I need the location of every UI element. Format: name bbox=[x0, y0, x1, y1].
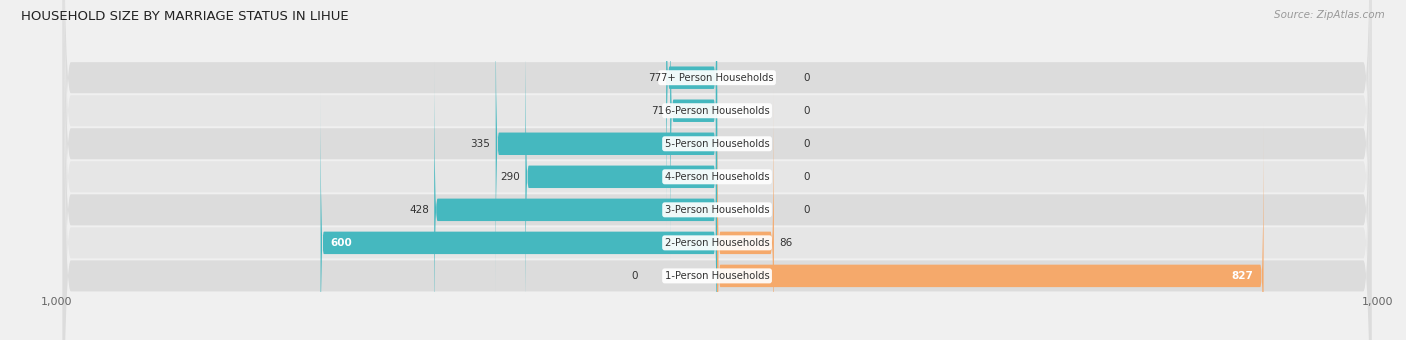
FancyBboxPatch shape bbox=[671, 0, 717, 265]
FancyBboxPatch shape bbox=[526, 23, 717, 331]
FancyBboxPatch shape bbox=[63, 0, 1371, 340]
FancyBboxPatch shape bbox=[63, 0, 1371, 340]
Text: 290: 290 bbox=[501, 172, 520, 182]
Text: 0: 0 bbox=[803, 106, 810, 116]
Text: 600: 600 bbox=[330, 238, 353, 248]
Text: 0: 0 bbox=[631, 271, 638, 281]
FancyBboxPatch shape bbox=[63, 0, 1371, 340]
Text: 428: 428 bbox=[409, 205, 429, 215]
Text: 7+ Person Households: 7+ Person Households bbox=[661, 73, 773, 83]
FancyBboxPatch shape bbox=[63, 0, 1371, 340]
Text: 827: 827 bbox=[1232, 271, 1254, 281]
Text: 0: 0 bbox=[803, 139, 810, 149]
Text: 3-Person Households: 3-Person Households bbox=[665, 205, 769, 215]
FancyBboxPatch shape bbox=[717, 122, 1264, 340]
Text: 86: 86 bbox=[779, 238, 793, 248]
Text: 2-Person Households: 2-Person Households bbox=[665, 238, 769, 248]
Text: 5-Person Households: 5-Person Households bbox=[665, 139, 769, 149]
FancyBboxPatch shape bbox=[496, 0, 717, 298]
FancyBboxPatch shape bbox=[63, 0, 1371, 340]
FancyBboxPatch shape bbox=[321, 89, 717, 340]
Text: 0: 0 bbox=[803, 172, 810, 182]
FancyBboxPatch shape bbox=[434, 56, 717, 340]
Text: 335: 335 bbox=[471, 139, 491, 149]
Text: 71: 71 bbox=[651, 106, 665, 116]
Text: 0: 0 bbox=[803, 73, 810, 83]
FancyBboxPatch shape bbox=[63, 0, 1371, 340]
FancyBboxPatch shape bbox=[666, 0, 717, 232]
Text: 1-Person Households: 1-Person Households bbox=[665, 271, 769, 281]
Text: HOUSEHOLD SIZE BY MARRIAGE STATUS IN LIHUE: HOUSEHOLD SIZE BY MARRIAGE STATUS IN LIH… bbox=[21, 10, 349, 23]
Text: 6-Person Households: 6-Person Households bbox=[665, 106, 769, 116]
FancyBboxPatch shape bbox=[717, 89, 773, 340]
Text: 77: 77 bbox=[648, 73, 661, 83]
FancyBboxPatch shape bbox=[63, 0, 1371, 340]
Text: 4-Person Households: 4-Person Households bbox=[665, 172, 769, 182]
Text: Source: ZipAtlas.com: Source: ZipAtlas.com bbox=[1274, 10, 1385, 20]
Text: 0: 0 bbox=[803, 205, 810, 215]
